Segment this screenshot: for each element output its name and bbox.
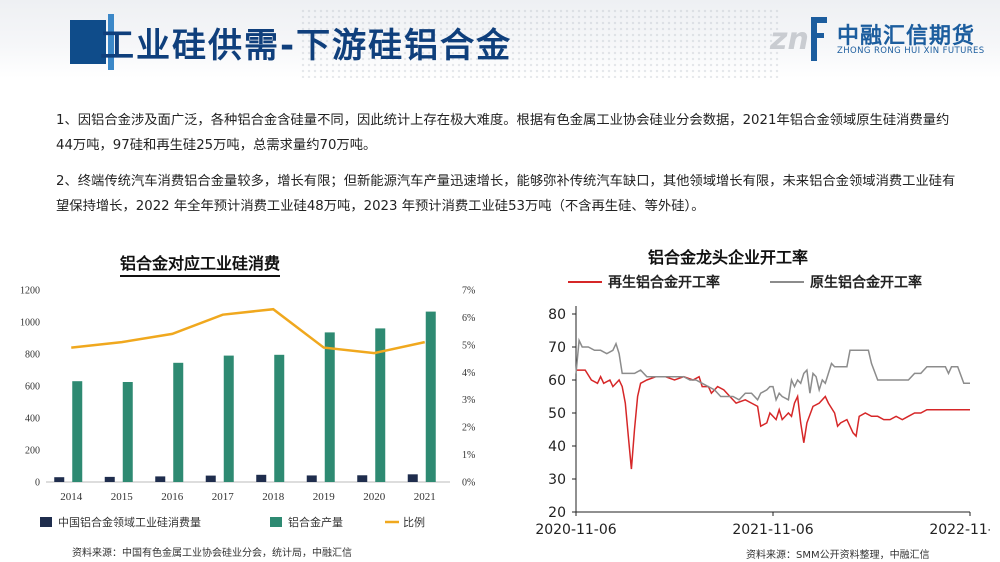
y2-axis-tick-label: 2% — [462, 423, 475, 434]
y-axis-tick-label: 80 — [548, 307, 566, 323]
y2-axis-tick-label: 5% — [462, 340, 475, 351]
line-primary-alloy — [575, 337, 970, 403]
consumption-combo-chart: 0 200 400 600 800 1000 1200 0% 1% 2% 3% 4% 5% 6% 7% 201… — [20, 286, 475, 530]
line-ratio — [71, 307, 426, 355]
y-axis-tick-label: 60 — [548, 373, 566, 389]
bar-alloy-output — [173, 362, 184, 482]
bar-silicon-consumption — [357, 475, 368, 482]
y-axis-tick-label: 30 — [548, 472, 566, 488]
x-axis-tick-label: 2015 — [111, 491, 134, 503]
y-axis-tick-label: 50 — [548, 406, 566, 422]
bar-silicon-consumption — [155, 476, 166, 482]
x-axis-tick-label: 2021-11-06 — [732, 522, 813, 538]
left-chart-source: 资料来源：中国有色金属工业协会硅业分会，统计局，中融汇信 — [72, 548, 352, 559]
y-axis-tick-label: 800 — [25, 350, 40, 361]
y-axis-tick-label: 1200 — [20, 286, 40, 297]
x-axis-tick-label: 2022-11-06 — [929, 522, 990, 538]
x-axis-tick-label: 2018 — [262, 491, 285, 503]
y-axis-tick-label: 40 — [548, 439, 566, 455]
x-axis-tick-label: 2014 — [60, 491, 83, 503]
y2-axis-tick-label: 4% — [462, 368, 475, 379]
company-name-en: ZHONG RONG HUI XIN FUTURES — [837, 46, 985, 56]
y-axis-tick-label: 200 — [25, 446, 40, 457]
bar-silicon-consumption — [104, 476, 115, 482]
bar-alloy-output — [274, 354, 285, 482]
paragraph-2: 2、终端传统汽车消费铝合金量较多，增长有限；但新能源汽车产量迅速增长，能够弥补传… — [56, 174, 956, 214]
legend-alloy-output-swatch — [270, 517, 282, 527]
world-map-dots — [300, 8, 780, 78]
y-axis-tick-label: 400 — [25, 414, 40, 425]
x-axis-tick-label: 2020-11-06 — [535, 522, 616, 538]
right-chart-source: 资料来源：SMM公开资料整理，中融汇信 — [746, 550, 930, 561]
y-axis-tick-label: 20 — [548, 505, 566, 521]
x-axis-tick-label: 2016 — [161, 491, 184, 503]
y-axis-tick-label: 0 — [35, 478, 40, 489]
y2-axis-tick-label: 7% — [462, 286, 475, 297]
legend-silicon-consumption-label: 中国铝合金领域工业硅消费量 — [58, 515, 201, 529]
bar-alloy-output — [122, 382, 133, 482]
bar-silicon-consumption — [407, 474, 418, 482]
y-axis-tick-label: 70 — [548, 340, 566, 356]
legend-label: 再生铝合金开工率 — [608, 274, 720, 291]
bar-alloy-output — [72, 381, 83, 482]
bar-alloy-output — [223, 355, 234, 482]
left-chart-title: 铝合金对应工业硅消费 — [120, 250, 281, 277]
bar-silicon-consumption — [54, 477, 65, 482]
bar-silicon-consumption — [256, 474, 267, 482]
logo-f-icon — [811, 17, 827, 61]
y2-axis-tick-label: 0% — [462, 478, 475, 489]
legend-label: 原生铝合金开工率 — [810, 274, 922, 291]
x-axis-tick-label: 2019 — [313, 491, 336, 503]
company-name-cn: 中融汇信期货 — [837, 24, 976, 49]
logo-mark-text: zn — [770, 22, 809, 57]
line-recycled-alloy — [576, 369, 970, 470]
right-chart-title: 铝合金龙头企业开工率 — [648, 248, 809, 267]
paragraph-1: 1、因铝合金涉及面广泛，各种铝合金含硅量不同，因此统计上存在极大难度。根据有色金… — [56, 113, 950, 153]
bar-alloy-output — [425, 311, 436, 482]
page-title: 工业硅供需-下游硅铝合金 — [100, 26, 513, 66]
bar-alloy-output — [375, 328, 386, 482]
legend-alloy-output-label: 铝合金产量 — [288, 515, 343, 529]
legend-ratio-label: 比例 — [403, 515, 425, 529]
y2-axis-tick-label: 1% — [462, 450, 475, 461]
title-accent-stripe — [108, 14, 114, 70]
title-accent-block — [70, 20, 106, 64]
y2-axis-tick-label: 6% — [462, 313, 475, 324]
legend-silicon-consumption-swatch — [40, 517, 52, 527]
bar-alloy-output — [324, 332, 335, 482]
y2-axis-tick-label: 3% — [462, 395, 475, 406]
bar-silicon-consumption — [306, 475, 317, 482]
y-axis-tick-label: 600 — [25, 382, 40, 393]
header-banner — [0, 0, 1000, 78]
operating-rate-line-chart: 20 30 40 50 60 70 80 2020-11-06 2021-11-06 2022-1… — [535, 274, 990, 538]
bar-silicon-consumption — [205, 475, 216, 482]
x-axis-tick-label: 2021 — [414, 491, 436, 503]
y-axis-tick-label: 1000 — [20, 318, 40, 329]
x-axis-tick-label: 2017 — [212, 491, 235, 503]
x-axis-tick-label: 2020 — [363, 491, 386, 503]
